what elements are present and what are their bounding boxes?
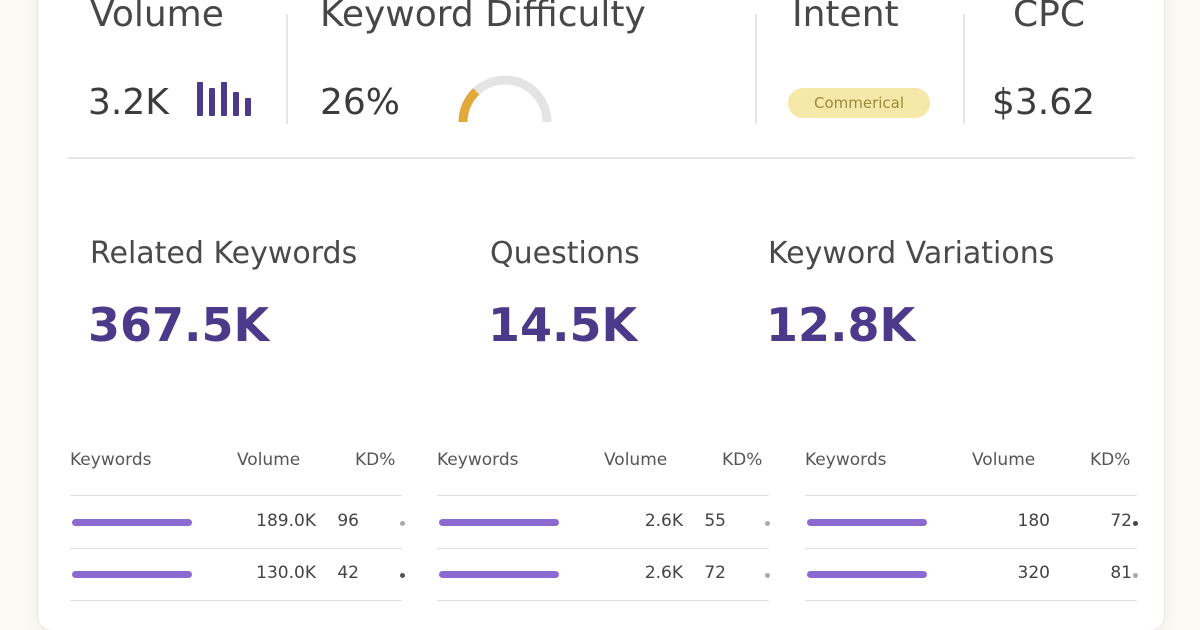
keyword-placeholder-bar[interactable]	[72, 519, 192, 526]
row-kd: 81	[1110, 563, 1132, 583]
cpc-value: $3.62	[992, 82, 1096, 123]
related-keywords-table: Keywords Volume KD% 189.0K 96 130.0K 42	[70, 450, 405, 610]
row-volume: 320	[1017, 563, 1050, 583]
keyword-placeholder-bar[interactable]	[807, 519, 927, 526]
keyword-placeholder-bar[interactable]	[807, 571, 927, 578]
column-header-volume[interactable]: Volume	[237, 450, 301, 470]
row-kd: 55	[704, 511, 726, 531]
row-kd: 72	[1110, 511, 1132, 531]
metric-divider	[963, 14, 965, 124]
table-divider	[805, 600, 1137, 601]
row-kd: 42	[337, 563, 359, 583]
table-divider	[70, 548, 402, 549]
section-divider	[68, 157, 1135, 159]
questions-label: Questions	[490, 236, 640, 271]
column-header-volume[interactable]: Volume	[604, 450, 668, 470]
kd-indicator-dot	[400, 521, 405, 526]
table-divider	[437, 548, 769, 549]
kd-indicator-dot	[765, 521, 770, 526]
keyword-placeholder-bar[interactable]	[439, 519, 559, 526]
questions-table: Keywords Volume KD% 2.6K 55 2.6K 72	[437, 450, 770, 610]
row-kd: 72	[704, 563, 726, 583]
column-header-keywords[interactable]: Keywords	[805, 450, 887, 470]
row-volume: 2.6K	[644, 511, 683, 531]
column-header-kd[interactable]: KD%	[722, 450, 763, 470]
metric-divider	[286, 14, 288, 124]
row-volume: 180	[1017, 511, 1050, 531]
column-header-kd[interactable]: KD%	[1090, 450, 1131, 470]
table-divider	[437, 600, 769, 601]
row-volume: 189.0K	[256, 511, 316, 531]
gauge-fill	[458, 88, 480, 123]
volume-label: Volume	[90, 0, 224, 35]
difficulty-gauge	[458, 75, 552, 123]
row-kd: 96	[337, 511, 359, 531]
table-divider	[437, 495, 769, 496]
cpc-label: CPC	[1013, 0, 1085, 35]
kd-indicator-dot	[765, 573, 770, 578]
kd-indicator-dot	[1133, 521, 1138, 526]
gauge-track	[458, 75, 552, 123]
table-divider	[70, 495, 402, 496]
table-divider	[805, 495, 1137, 496]
row-volume: 130.0K	[256, 563, 316, 583]
column-header-volume[interactable]: Volume	[972, 450, 1036, 470]
intent-label: Intent	[792, 0, 899, 35]
questions-value[interactable]: 14.5K	[488, 298, 638, 352]
volume-value: 3.2K	[88, 82, 169, 123]
kd-indicator-dot	[1133, 573, 1138, 578]
keyword-difficulty-label: Keyword Difficulty	[320, 0, 646, 35]
keyword-variations-table: Keywords Volume KD% 180 72 320 81	[805, 450, 1138, 610]
kd-indicator-dot	[400, 573, 405, 578]
table-divider	[70, 600, 402, 601]
bar-chart-icon	[195, 80, 257, 116]
intent-badge: Commerical	[788, 88, 930, 118]
keyword-variations-label: Keyword Variations	[768, 236, 1055, 271]
related-keywords-value[interactable]: 367.5K	[88, 298, 270, 352]
keyword-placeholder-bar[interactable]	[439, 571, 559, 578]
keyword-variations-value[interactable]: 12.8K	[766, 298, 916, 352]
metric-divider	[755, 14, 757, 124]
row-volume: 2.6K	[644, 563, 683, 583]
column-header-keywords[interactable]: Keywords	[437, 450, 519, 470]
column-header-kd[interactable]: KD%	[355, 450, 396, 470]
column-header-keywords[interactable]: Keywords	[70, 450, 152, 470]
keyword-placeholder-bar[interactable]	[72, 571, 192, 578]
related-keywords-label: Related Keywords	[90, 236, 358, 271]
table-divider	[805, 548, 1137, 549]
keyword-difficulty-value: 26%	[320, 82, 401, 123]
